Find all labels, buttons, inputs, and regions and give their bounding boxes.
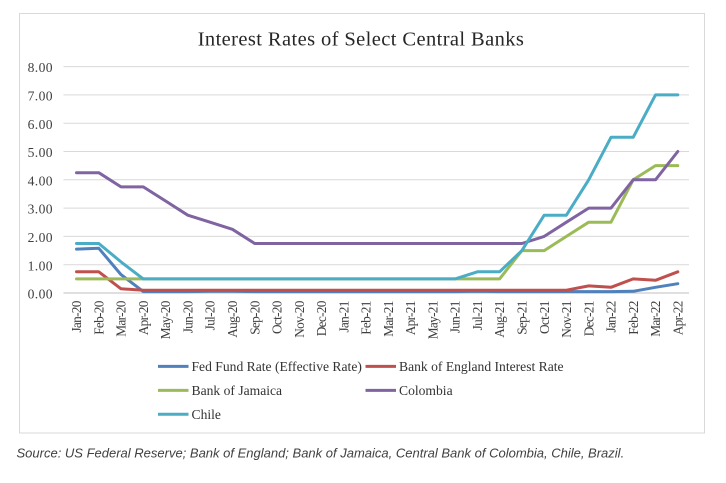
svg-text:Dec-20: Dec-20 <box>314 300 329 336</box>
svg-text:Apr-22: Apr-22 <box>670 301 685 335</box>
svg-text:Mar-22: Mar-22 <box>648 301 663 336</box>
svg-text:Source: US Federal Reserve; Ba: Source: US Federal Reserve; Bank of Engl… <box>17 446 625 461</box>
svg-text:Feb-22: Feb-22 <box>626 301 641 335</box>
svg-text:4.00: 4.00 <box>28 173 53 188</box>
svg-text:May-20: May-20 <box>158 300 173 339</box>
svg-text:Jan-20: Jan-20 <box>69 300 84 332</box>
svg-text:3.00: 3.00 <box>28 202 53 217</box>
svg-text:May-21: May-21 <box>425 301 440 339</box>
svg-text:Apr-20: Apr-20 <box>136 300 151 335</box>
svg-text:Nov-21: Nov-21 <box>559 301 574 337</box>
svg-text:Colombia: Colombia <box>399 383 453 398</box>
svg-text:Jan-22: Jan-22 <box>604 301 619 332</box>
svg-text:Aug-21: Aug-21 <box>492 301 507 337</box>
svg-text:5.00: 5.00 <box>28 145 53 160</box>
svg-text:Mar-20: Mar-20 <box>114 300 129 336</box>
svg-text:Interest Rates of Select Centr: Interest Rates of Select Central Banks <box>198 29 525 51</box>
svg-text:6.00: 6.00 <box>28 117 53 132</box>
svg-text:7.00: 7.00 <box>28 89 53 104</box>
svg-text:Jun-20: Jun-20 <box>180 300 195 333</box>
svg-text:Jul-21: Jul-21 <box>470 301 485 330</box>
svg-text:Oct-20: Oct-20 <box>270 300 285 334</box>
svg-text:Sep-20: Sep-20 <box>247 300 262 335</box>
svg-text:Mar-21: Mar-21 <box>381 301 396 336</box>
svg-text:Apr-21: Apr-21 <box>403 301 418 335</box>
svg-text:2.00: 2.00 <box>28 230 53 245</box>
svg-text:Aug-20: Aug-20 <box>225 300 240 337</box>
svg-text:Jun-21: Jun-21 <box>448 301 463 333</box>
svg-text:Feb-20: Feb-20 <box>91 300 106 335</box>
svg-text:0.00: 0.00 <box>28 287 53 302</box>
svg-text:Jul-20: Jul-20 <box>203 300 218 330</box>
svg-text:Chile: Chile <box>192 407 221 422</box>
svg-text:8.00: 8.00 <box>28 60 53 75</box>
svg-text:1.00: 1.00 <box>28 258 53 273</box>
svg-text:Jan-21: Jan-21 <box>336 301 351 332</box>
svg-text:Dec-21: Dec-21 <box>581 301 596 336</box>
svg-text:Bank of England Interest Rate: Bank of England Interest Rate <box>399 359 564 374</box>
svg-text:Bank of Jamaica: Bank of Jamaica <box>192 383 283 398</box>
svg-text:Nov-20: Nov-20 <box>292 300 307 337</box>
svg-text:Feb-21: Feb-21 <box>359 301 374 335</box>
svg-text:Sep-21: Sep-21 <box>515 301 530 335</box>
svg-text:Fed Fund Rate (Effective Rate): Fed Fund Rate (Effective Rate) <box>192 359 362 375</box>
svg-text:Oct-21: Oct-21 <box>537 301 552 334</box>
